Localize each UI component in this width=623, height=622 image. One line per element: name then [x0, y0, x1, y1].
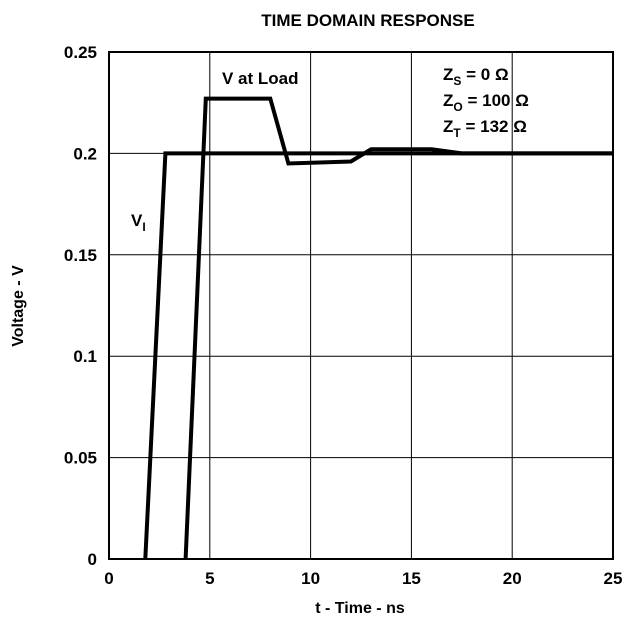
impedance-value: = 0 Ω: [461, 65, 508, 84]
plot-frame: [108, 51, 614, 560]
y-tick-label: 0.25: [64, 43, 97, 62]
x-tick-label: 10: [301, 569, 320, 588]
impedance-subscript: T: [453, 126, 461, 140]
y-tick-label: 0.15: [64, 246, 97, 265]
y-tick-label: 0.2: [73, 144, 97, 163]
y-tick-label: 0: [88, 550, 97, 569]
grid: [109, 52, 613, 559]
x-tick-label: 25: [604, 569, 623, 588]
x-tick-label: 5: [205, 569, 214, 588]
impedance-annotations: ZS = 0 ΩZO = 100 ΩZT = 132 Ω: [443, 65, 529, 140]
impedance-symbol: Z: [443, 117, 453, 136]
y-axis-label: Voltage - V: [10, 265, 27, 347]
annotation-vi: VI: [131, 211, 146, 234]
x-tick-labels: 0 5 10 15 20 25: [104, 569, 622, 588]
x-tick-label: 15: [402, 569, 421, 588]
x-axis-label: t - Time - ns: [315, 600, 405, 617]
annotation-vi-main: V: [131, 211, 143, 230]
y-tick-label: 0.05: [64, 449, 97, 468]
impedance-label: ZO = 100 Ω: [443, 91, 529, 114]
x-tick-label: 20: [503, 569, 522, 588]
impedance-value: = 100 Ω: [463, 91, 529, 110]
impedance-subscript: S: [453, 74, 461, 88]
series-lines: [143, 96, 613, 560]
annotation-vi-sub: I: [142, 220, 145, 234]
annotation-v-at-load: V at Load: [222, 69, 299, 88]
y-tick-label: 0.1: [73, 347, 97, 366]
impedance-label: ZS = 0 Ω: [443, 65, 509, 88]
impedance-subscript: O: [453, 100, 462, 114]
y-tick-labels: 0 0.05 0.1 0.15 0.2 0.25: [64, 43, 97, 569]
impedance-label: ZT = 132 Ω: [443, 117, 527, 140]
impedance-symbol: Z: [443, 65, 453, 84]
chart-title: TIME DOMAIN RESPONSE: [261, 11, 474, 30]
series-line-v-at-load: [183, 96, 613, 560]
x-tick-label: 0: [104, 569, 113, 588]
impedance-value: = 132 Ω: [461, 117, 527, 136]
impedance-symbol: Z: [443, 91, 453, 110]
